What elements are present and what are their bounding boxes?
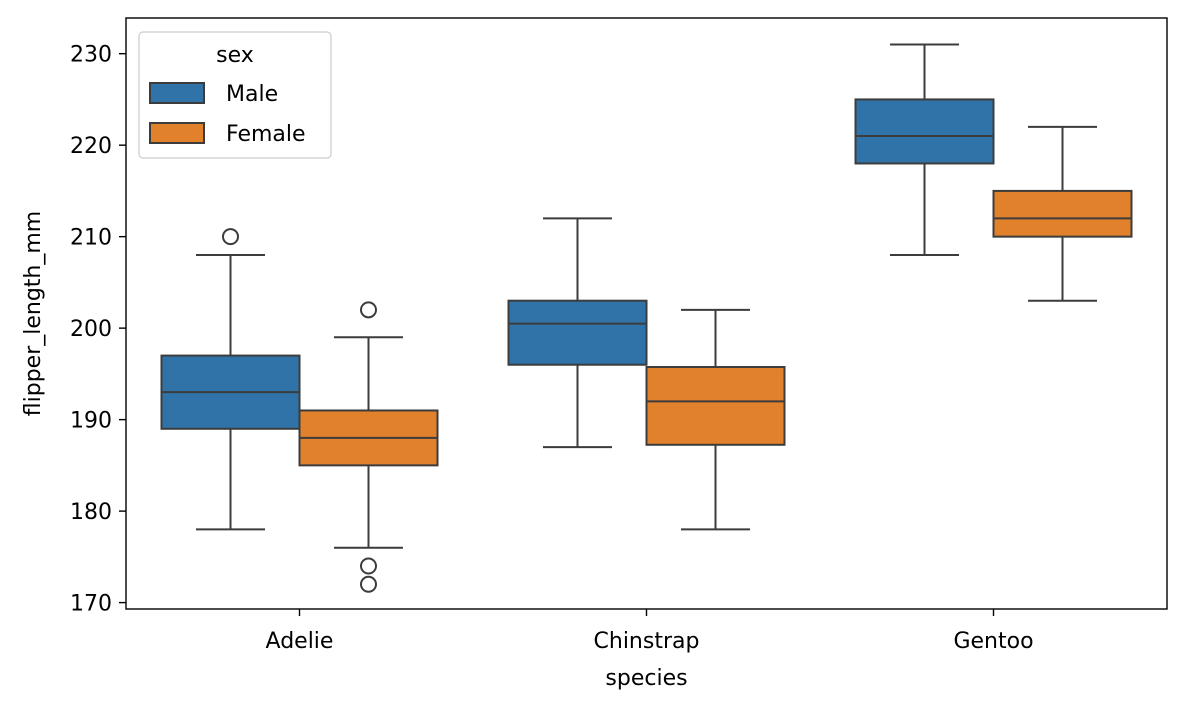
box-group	[507, 217, 648, 449]
x-tick-label: Adelie	[266, 629, 334, 654]
box-group	[298, 301, 439, 593]
box-group	[992, 125, 1133, 302]
outlier-point	[360, 575, 377, 593]
legend-label: Female	[226, 122, 306, 147]
y-axis-title: flipper_length_mm	[21, 211, 46, 416]
outlier-point	[360, 557, 377, 575]
box-iqr	[992, 189, 1133, 238]
legend-swatch	[149, 82, 205, 104]
boxes-layer	[160, 43, 1133, 593]
y-tick-label: 200	[70, 317, 112, 342]
legend-label: Male	[226, 82, 278, 107]
legend: sex Male Female	[138, 31, 332, 159]
x-tick-label: Chinstrap	[594, 629, 700, 654]
y-tick-label: 230	[70, 43, 112, 68]
axes-layer: 170 180 190 200 210 220 230 Adelie Chinstrap Gent…	[70, 43, 1034, 654]
y-tick-label: 220	[70, 134, 112, 159]
box-iqr	[507, 299, 648, 366]
legend-swatch	[149, 122, 205, 144]
x-axis-title: species	[605, 666, 687, 691]
outlier-point	[360, 301, 377, 319]
legend-title: sex	[216, 43, 254, 68]
box-iqr	[645, 366, 786, 446]
y-tick-label: 210	[70, 226, 112, 251]
y-tick-label: 180	[70, 500, 112, 525]
outlier-point	[222, 228, 239, 246]
box-group	[160, 228, 301, 531]
x-tick-label: Gentoo	[953, 629, 1033, 654]
plot-frame	[125, 17, 1168, 610]
box-group	[854, 43, 995, 256]
box-iqr	[854, 98, 995, 165]
y-tick-label: 190	[70, 409, 112, 434]
y-tick-label: 170	[70, 592, 112, 617]
box-group	[645, 308, 786, 531]
